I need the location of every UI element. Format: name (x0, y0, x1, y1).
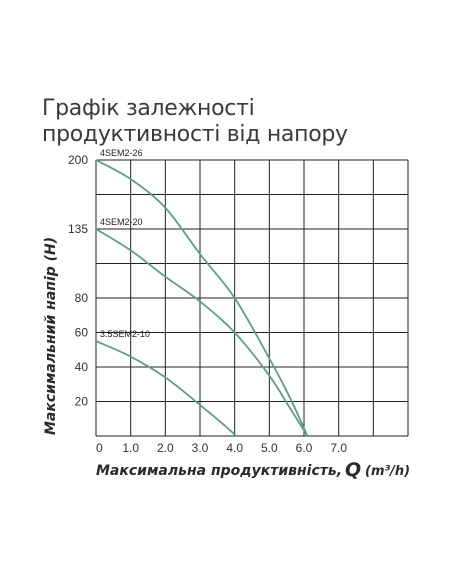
y-tick-label: 40 (75, 360, 89, 374)
series-line-3 (95, 340, 237, 437)
chart-title: Графік залежності продуктивності від нап… (42, 96, 348, 147)
x-tick-labels: 0 1.0 2.0 3.0 4.0 5.0 6.0 7.0 (96, 441, 347, 455)
y-tick-labels: 20 40 60 80 135 200 (68, 153, 88, 409)
series-label-1: 4SEM2-26 (100, 148, 143, 158)
series-line-2 (95, 228, 309, 437)
series-line-1 (95, 159, 309, 437)
y-tick-label: 200 (68, 153, 88, 167)
svg-text:Q: Q (345, 459, 361, 481)
y-tick-label: 135 (68, 222, 88, 236)
y-tick-label: 20 (75, 395, 89, 409)
x-tick-label: 1.0 (122, 441, 139, 455)
x-tick-label: 3.0 (192, 441, 209, 455)
x-tick-label: 0 (96, 441, 103, 455)
series-labels: 4SEM2-26 4SEM2-20 3.5SEM2-10 (100, 148, 150, 339)
chart-grid (95, 159, 409, 437)
chart-curves (95, 159, 309, 437)
x-tick-label: 6.0 (296, 441, 313, 455)
y-tick-label: 60 (75, 326, 89, 340)
x-tick-label: 7.0 (330, 441, 347, 455)
x-axis-label: Максимальна продуктивність, Q (m³/h) (96, 459, 410, 481)
svg-text:(m³/h): (m³/h) (365, 464, 410, 479)
series-label-3: 3.5SEM2-10 (100, 329, 150, 339)
x-tick-label: 2.0 (157, 441, 174, 455)
x-tick-label: 4.0 (226, 441, 243, 455)
y-axis-label: Максимальний напір (Н) (43, 237, 59, 435)
svg-text:Максимальна продуктивність,: Максимальна продуктивність, (96, 463, 342, 479)
y-tick-label: 80 (75, 291, 89, 305)
series-label-2: 4SEM2-20 (100, 217, 143, 227)
x-tick-label: 5.0 (261, 441, 278, 455)
